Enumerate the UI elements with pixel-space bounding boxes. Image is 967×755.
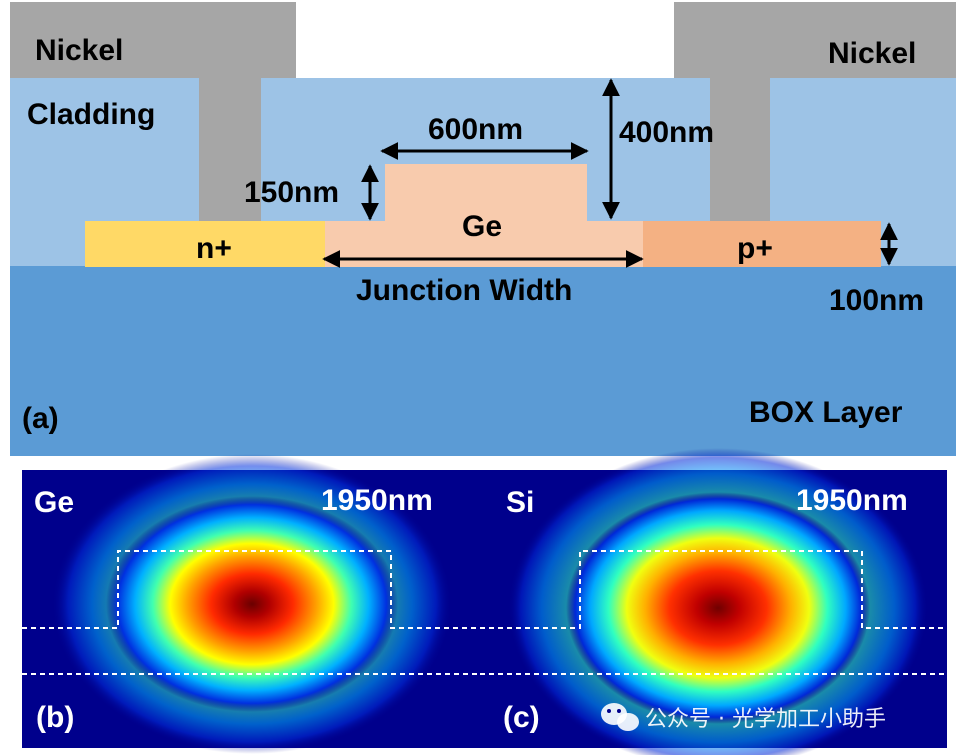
dim-400nm-label: 400nm xyxy=(619,116,714,149)
dim-100nm-label: 100nm xyxy=(829,284,924,317)
n-plus-region xyxy=(85,221,325,267)
n-plus-label: n+ xyxy=(196,232,232,265)
panel-c-waveguide-outline xyxy=(480,550,947,629)
panel-c-material-label: Si xyxy=(506,486,534,519)
nickel-right-via xyxy=(710,76,770,222)
box-layer xyxy=(10,266,956,456)
panel-a-label: (a) xyxy=(22,402,59,435)
panel-b-waveguide-outline xyxy=(22,550,480,629)
panel-c: Si 1950nm (c) xyxy=(480,448,947,755)
watermark-text: 公众号 · 光学加工小助手 xyxy=(645,707,886,732)
nickel-left-pad xyxy=(10,2,296,78)
panel-a: Nickel Nickel Cladding 600nm 400nm 150nm… xyxy=(10,2,956,456)
panel-c-mode-field xyxy=(566,492,870,724)
panel-b: Ge 1950nm (b) xyxy=(22,454,480,754)
dim-150nm-label: 150nm xyxy=(244,176,339,209)
watermark: 公众号 · 光学加工小助手 xyxy=(601,703,886,732)
panel-b-mode-field xyxy=(106,496,398,712)
junction-width-label: Junction Width xyxy=(356,274,572,307)
dim-600nm-label: 600nm xyxy=(428,113,523,146)
box-layer-label: BOX Layer xyxy=(749,396,903,429)
panel-c-wavelength-label: 1950nm xyxy=(796,484,908,517)
nickel-right-label: Nickel xyxy=(828,37,916,70)
nickel-right-pad xyxy=(674,2,956,78)
wechat-icon xyxy=(601,703,639,731)
panel-b-material-label: Ge xyxy=(34,486,74,519)
nickel-left-via xyxy=(199,76,261,222)
ge-rib xyxy=(385,164,587,224)
panel-b-label: (b) xyxy=(36,701,74,734)
ge-label: Ge xyxy=(462,210,502,243)
p-plus-region xyxy=(643,221,881,267)
cladding-label: Cladding xyxy=(27,98,155,131)
panel-c-label: (c) xyxy=(503,701,540,734)
p-plus-label: p+ xyxy=(737,232,773,265)
panel-b-wavelength-label: 1950nm xyxy=(321,484,433,517)
nickel-left-label: Nickel xyxy=(35,34,123,67)
